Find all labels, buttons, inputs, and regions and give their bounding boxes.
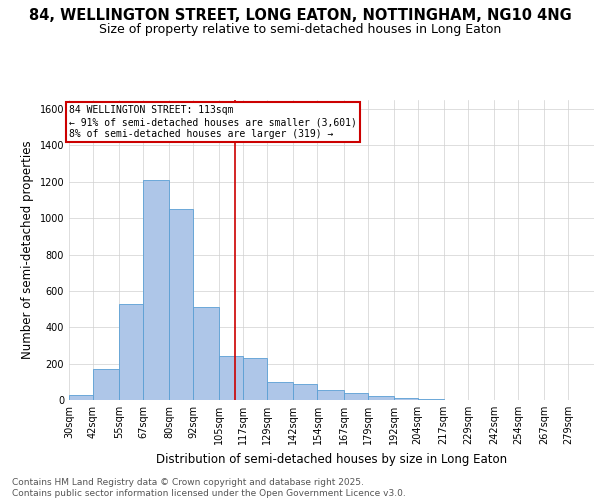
Text: 84 WELLINGTON STREET: 113sqm
← 91% of semi-detached houses are smaller (3,601)
8: 84 WELLINGTON STREET: 113sqm ← 91% of se… [69, 106, 357, 138]
Bar [293, 384, 317, 400]
Bar [193, 308, 219, 400]
Bar [69, 394, 93, 400]
Bar [368, 396, 394, 400]
Text: 84, WELLINGTON STREET, LONG EATON, NOTTINGHAM, NG10 4NG: 84, WELLINGTON STREET, LONG EATON, NOTTI… [29, 8, 571, 22]
Y-axis label: Number of semi-detached properties: Number of semi-detached properties [21, 140, 34, 360]
Bar [219, 356, 244, 400]
Text: Size of property relative to semi-detached houses in Long Eaton: Size of property relative to semi-detach… [99, 22, 501, 36]
Bar [244, 358, 268, 400]
Bar [119, 304, 143, 400]
Bar [317, 390, 344, 400]
Bar [143, 180, 169, 400]
Bar [344, 392, 368, 400]
Bar [418, 399, 444, 400]
X-axis label: Distribution of semi-detached houses by size in Long Eaton: Distribution of semi-detached houses by … [156, 452, 507, 466]
Text: Contains HM Land Registry data © Crown copyright and database right 2025.
Contai: Contains HM Land Registry data © Crown c… [12, 478, 406, 498]
Bar [93, 369, 119, 400]
Bar [169, 209, 193, 400]
Bar [394, 398, 418, 400]
Bar [268, 382, 293, 400]
